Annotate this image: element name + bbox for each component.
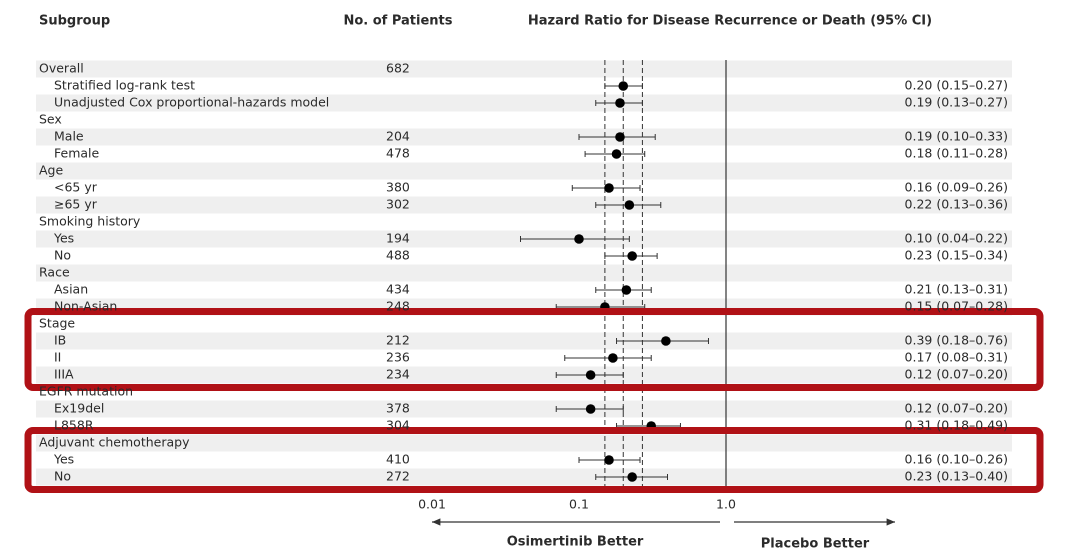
estimate-marker (661, 336, 671, 346)
direction-label: Osimertinib Better (507, 535, 644, 550)
row-band (36, 332, 1012, 350)
highlight-box (24, 427, 1044, 493)
estimate-marker (608, 353, 618, 363)
estimate-marker (604, 455, 614, 465)
estimate-marker (624, 200, 635, 210)
row-band (36, 400, 1012, 418)
x-tick-label: 0.1 (569, 497, 589, 512)
patient-count: 478 (386, 146, 410, 161)
subgroup-label: Race (39, 265, 70, 280)
subgroup-label: II (54, 350, 61, 365)
patient-count: 234 (386, 367, 410, 382)
ci-label: 0.12 (0.07–0.20) (905, 367, 1008, 382)
subgroup-label: EGFR mutation (39, 384, 133, 399)
patient-count: 380 (386, 180, 410, 195)
ci-label: 0.12 (0.07–0.20) (905, 401, 1008, 416)
highlights (24, 308, 1044, 493)
column-header: Hazard Ratio for Disease Recurrence or D… (528, 14, 932, 29)
ci-label: 0.16 (0.09–0.26) (905, 180, 1008, 195)
estimate-marker (585, 370, 596, 380)
row-band (36, 196, 1012, 214)
subgroup-label: <65 yr (54, 180, 98, 195)
plot (520, 60, 727, 490)
estimate-marker (618, 81, 629, 91)
row-band (36, 60, 1012, 78)
subgroup-label: Stratified log-rank test (54, 78, 195, 93)
subgroup-label: L858R (54, 418, 94, 433)
subgroup-label: ≥65 yr (54, 197, 98, 212)
patient-count: 302 (386, 197, 410, 212)
patient-count: 236 (386, 350, 410, 365)
subgroup-label: Adjuvant chemotherapy (39, 435, 190, 450)
patient-count: 410 (386, 452, 410, 467)
ci-label: 0.17 (0.08–0.31) (905, 350, 1008, 365)
row-band (36, 434, 1012, 452)
subgroup-label: Smoking history (39, 214, 141, 229)
ci-label: 0.10 (0.04–0.22) (905, 231, 1008, 246)
estimate-marker (627, 251, 637, 261)
estimate-marker (604, 183, 614, 193)
row-band (36, 162, 1012, 180)
ci-label: 0.19 (0.10–0.33) (905, 129, 1008, 144)
ci-label: 0.23 (0.13–0.40) (905, 469, 1008, 484)
direction-label: Placebo Better (761, 537, 870, 552)
row-band (36, 468, 1012, 486)
row-bands (36, 60, 1012, 486)
patient-count: 204 (386, 129, 410, 144)
patient-count: 248 (386, 299, 410, 314)
patient-count: 434 (386, 282, 410, 297)
highlight-box (24, 308, 1044, 391)
estimate-marker (621, 285, 632, 295)
subgroup-label: Male (54, 129, 84, 144)
subgroup-label: Asian (54, 282, 88, 297)
subgroup-label: No (54, 248, 71, 263)
subgroup-label: Age (39, 163, 63, 178)
subgroup-label: IIIA (54, 367, 74, 382)
estimate-marker (615, 132, 625, 142)
patient-count: 194 (386, 231, 410, 246)
ci-label: 0.39 (0.18–0.76) (905, 333, 1008, 348)
row-band (36, 366, 1012, 384)
x-tick-label: 0.01 (418, 497, 446, 512)
column-header: No. of Patients (343, 14, 452, 29)
subgroup-label: Female (54, 146, 100, 161)
subgroup-label: IB (54, 333, 66, 348)
row-band (36, 128, 1012, 146)
ci-label: 0.22 (0.13–0.36) (905, 197, 1008, 212)
patient-count: 682 (386, 61, 410, 76)
row-band (36, 264, 1012, 282)
subgroup-label: Yes (53, 452, 74, 467)
subgroup-label: Yes (53, 231, 74, 246)
subgroup-label: Non-Asian (54, 299, 117, 314)
ci-label: 0.16 (0.10–0.26) (905, 452, 1008, 467)
subgroup-label: Overall (39, 61, 84, 76)
ci-label: 0.23 (0.15–0.34) (905, 248, 1008, 263)
patient-count: 272 (386, 469, 410, 484)
subgroup-label: Ex19del (54, 401, 104, 416)
estimate-marker (627, 472, 637, 482)
subgroup-label: Unadjusted Cox proportional-hazards mode… (54, 95, 329, 110)
row-band (36, 94, 1012, 112)
ci-label: 0.18 (0.11–0.28) (905, 146, 1008, 161)
ci-label: 0.20 (0.15–0.27) (905, 78, 1008, 93)
patient-count: 378 (386, 401, 410, 416)
x-tick-label: 1.0 (716, 497, 736, 512)
patient-count: 212 (386, 333, 410, 348)
estimate-marker (611, 149, 622, 159)
column-header: Subgroup (39, 14, 110, 29)
subgroup-label: Stage (39, 316, 75, 331)
ci-label: 0.31 (0.18–0.49) (905, 418, 1008, 433)
patient-count: 304 (386, 418, 410, 433)
estimate-marker (574, 234, 584, 244)
subgroup-label: Sex (39, 112, 62, 127)
estimate-marker (615, 98, 625, 108)
ci-label: 0.15 (0.07–0.28) (905, 299, 1008, 314)
subgroup-label: No (54, 469, 71, 484)
ci-label: 0.21 (0.13–0.31) (905, 282, 1008, 297)
estimate-marker (585, 404, 596, 414)
ci-label: 0.19 (0.13–0.27) (905, 95, 1008, 110)
patient-count: 488 (386, 248, 410, 263)
